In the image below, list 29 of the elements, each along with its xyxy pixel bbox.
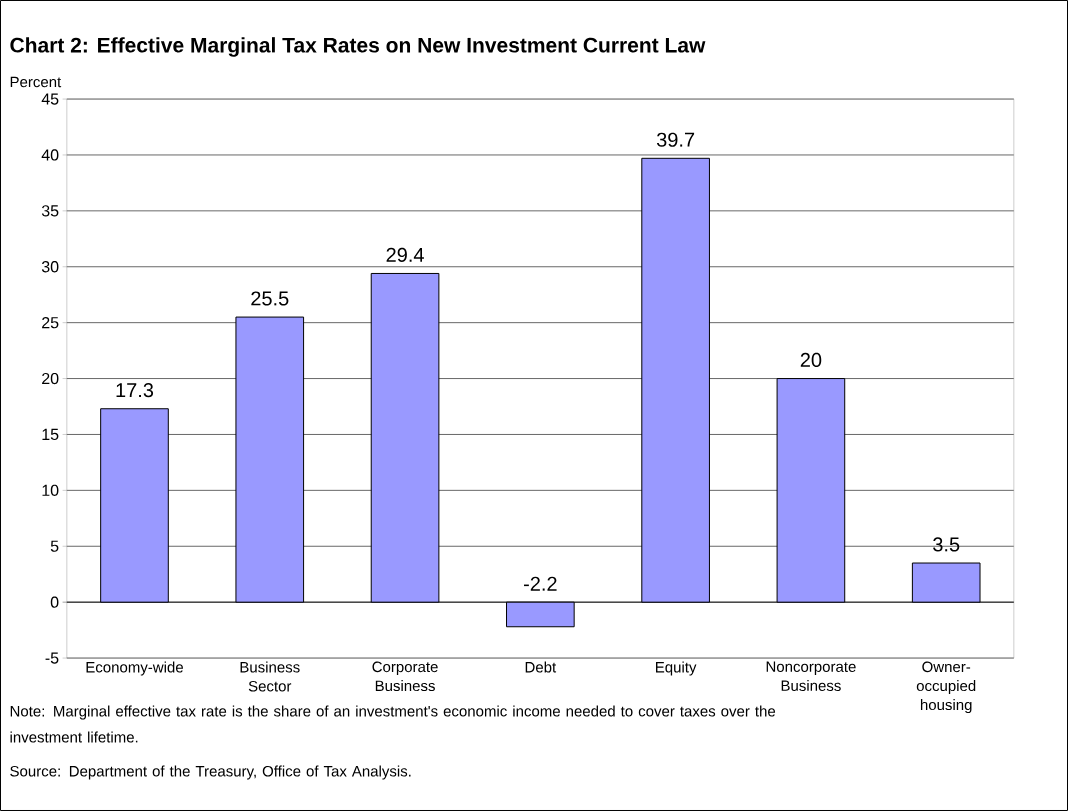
x-tick-label: Owner-occupied housing — [916, 661, 976, 714]
y-tick-label: 20 — [42, 372, 59, 385]
x-tick-label: Debt — [525, 661, 557, 673]
data-label: 17.3 — [116, 383, 154, 398]
source-note: Source: Department of the Treasury, Office of Tax Analysis. — [10, 765, 411, 780]
x-tick-label: Corporate Business — [372, 661, 438, 692]
y-tick-label: 45 — [41, 93, 59, 105]
data-label: 3.5 — [933, 537, 960, 552]
y-tick-label: 5 — [50, 540, 59, 552]
data-label: 29.4 — [386, 247, 424, 262]
y-tick-label: 15 — [42, 428, 59, 441]
y-tick-label: 30 — [41, 261, 59, 273]
y-tick-label: 35 — [41, 205, 59, 217]
data-label: 20 — [800, 352, 822, 368]
x-tick-label: Noncorporate Business — [766, 661, 856, 691]
x-tick-label: Equity — [656, 661, 697, 676]
y-tick-label: 40 — [41, 149, 59, 161]
data-label: 25.5 — [251, 291, 289, 306]
y-tick-label: 25 — [42, 316, 59, 329]
y-tick-label: 10 — [42, 484, 59, 497]
y-axis-title: Percent — [10, 76, 62, 88]
chart-title: Chart 2: Effective Marginal Tax Rates on New Investment Current Law — [10, 37, 706, 57]
text: Note: Marginal effective tax rate is the share of an investment's economic income needed to cover taxes over the investment lifetime. — [10, 705, 776, 743]
y-tick-label: 0 — [50, 596, 59, 608]
data-label: 39.7 — [656, 132, 695, 147]
y-tick-label: -5 — [45, 652, 59, 664]
data-label: -2.2 — [524, 576, 557, 591]
x-tick-label: Business Sector — [240, 661, 300, 692]
x-tick-label: Economy-wide — [86, 661, 183, 676]
